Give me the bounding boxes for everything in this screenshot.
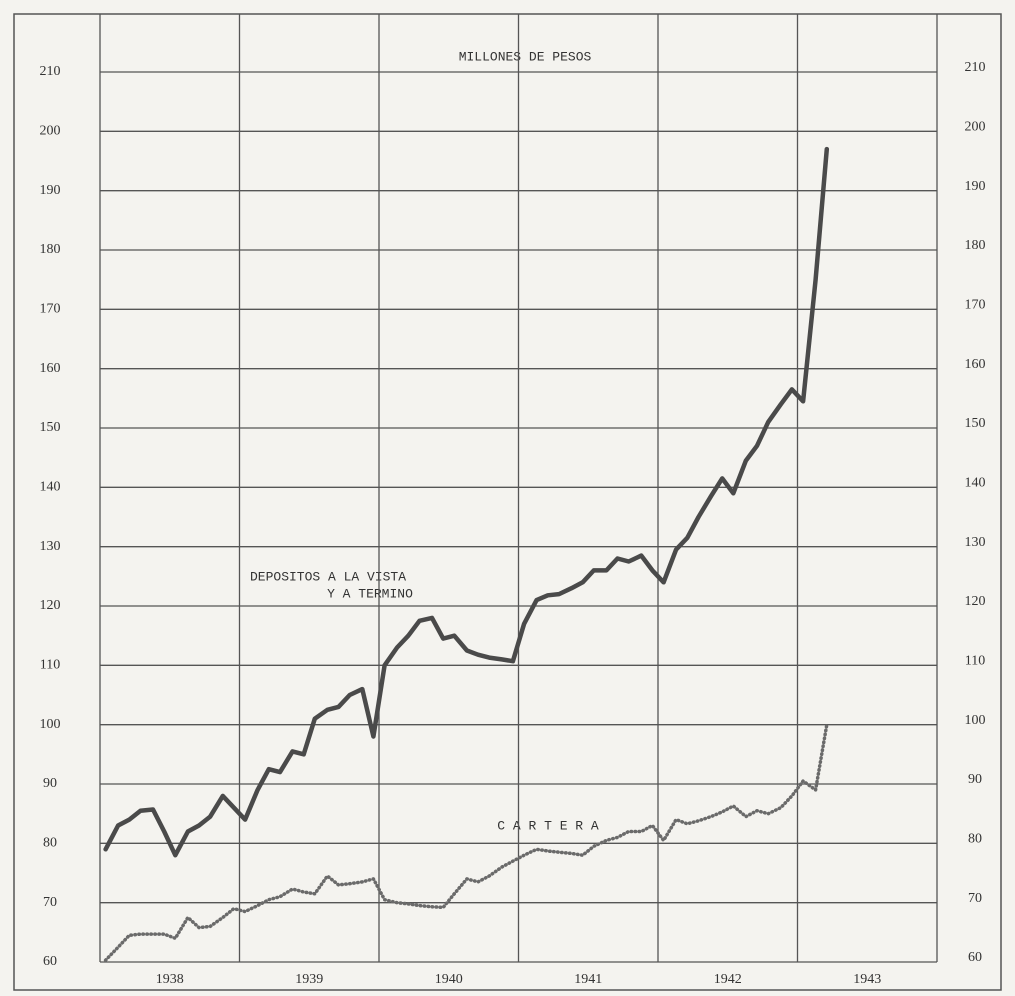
x-tick-label: 1943 — [853, 972, 881, 987]
y2-tick-label: 130 — [965, 535, 986, 550]
y-tick-label: 160 — [40, 361, 61, 376]
y-tick-label: 60 — [43, 954, 57, 969]
annotation: Y A TERMINO — [327, 586, 413, 601]
y-tick-label: 120 — [40, 598, 61, 613]
x-tick-label: 1942 — [714, 972, 742, 987]
y-tick-label: 200 — [40, 124, 61, 139]
y-tick-label: 130 — [40, 539, 61, 554]
y-tick-label: 70 — [43, 895, 57, 910]
annotation: DEPOSITOS A LA VISTA — [250, 569, 406, 584]
series-line — [103, 722, 829, 962]
y-tick-label: 80 — [43, 836, 57, 851]
y2-tick-label: 110 — [965, 654, 985, 669]
frame — [13, 13, 1002, 991]
annotation: C A R T E R A — [497, 818, 599, 833]
y2-tick-label: 120 — [965, 594, 986, 609]
y-tick-label: 210 — [40, 64, 61, 79]
chart-title: MILLONES DE PESOS — [459, 49, 592, 64]
y-tick-label: 110 — [40, 658, 60, 673]
y2-tick-label: 180 — [965, 238, 986, 253]
y2-tick-label: 160 — [965, 357, 986, 372]
y2-tick-label: 80 — [968, 832, 982, 847]
x-tick-label: 1941 — [574, 972, 602, 987]
y2-tick-label: 70 — [968, 891, 982, 906]
y2-tick-label: 210 — [965, 60, 986, 75]
x-tick-label: 1938 — [156, 972, 184, 987]
y-tick-label: 100 — [40, 717, 61, 732]
y-tick-label: 140 — [40, 480, 61, 495]
series-line — [103, 146, 830, 858]
y2-tick-label: 100 — [965, 713, 986, 728]
y-tick-label: 90 — [43, 776, 57, 791]
y2-tick-label: 90 — [968, 772, 982, 787]
y-tick-label: 180 — [40, 242, 61, 257]
y2-tick-label: 150 — [965, 416, 986, 431]
y2-tick-label: 60 — [968, 950, 982, 965]
y2-tick-label: 170 — [965, 298, 986, 313]
y-tick-label: 150 — [40, 420, 61, 435]
x-tick-label: 1940 — [435, 972, 463, 987]
y2-tick-label: 200 — [965, 120, 986, 135]
y2-tick-label: 190 — [965, 179, 986, 194]
y2-tick-label: 140 — [965, 476, 986, 491]
y-tick-label: 170 — [40, 302, 61, 317]
x-tick-label: 1939 — [295, 972, 323, 987]
y-tick-label: 190 — [40, 183, 61, 198]
